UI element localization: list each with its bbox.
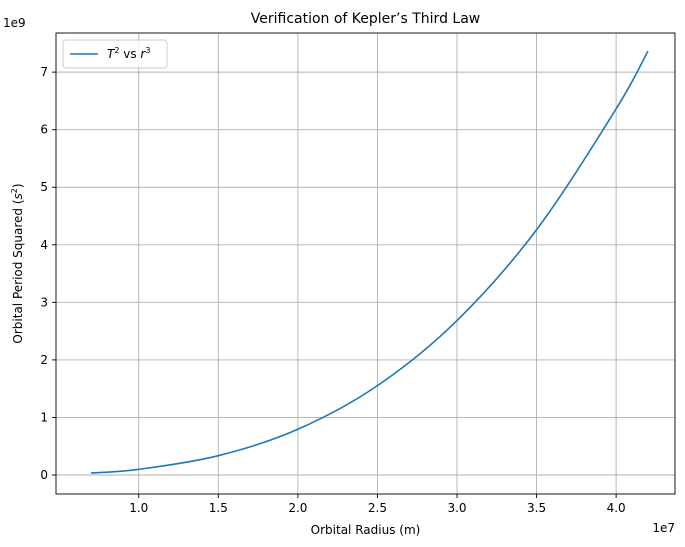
y-tick-label: 4 xyxy=(40,238,48,252)
y-offset-base: 1e xyxy=(3,16,18,30)
y-offset-exp: 9 xyxy=(18,16,26,30)
y-axis-label-text: Orbital Period Squared ( xyxy=(11,199,25,343)
y-axis-label-sup: 2 xyxy=(10,188,19,193)
y-tick-label: 1 xyxy=(40,410,48,424)
legend-label: T2 vs r3 xyxy=(107,46,150,61)
x-ticks: 1.0 1.5 2.0 2.5 3.0 3.5 4.0 xyxy=(129,494,626,515)
x-tick-label: 1.5 xyxy=(209,501,228,515)
legend-sup1: 2 xyxy=(114,46,119,55)
x-offset-label: 1e7 xyxy=(652,521,675,535)
plot-frame xyxy=(55,32,676,495)
y-tick-label: 7 xyxy=(40,65,48,79)
y-offset-label: 1e9 xyxy=(3,16,26,30)
chart-title: Verification of Kepler’s Third Law xyxy=(251,11,480,27)
x-tick-label: 3.0 xyxy=(447,501,466,515)
y-tick-label: 3 xyxy=(40,295,48,309)
x-tick-label: 4.0 xyxy=(607,501,626,515)
x-tick-label: 2.5 xyxy=(368,501,387,515)
y-axis-label-var: s xyxy=(11,193,25,199)
legend-var2: r xyxy=(140,47,146,61)
legend: T2 vs r3 xyxy=(62,39,168,69)
y-tick-label: 0 xyxy=(40,468,48,482)
x-tick-label: 1.0 xyxy=(129,501,148,515)
y-gridlines xyxy=(56,71,675,476)
y-tick-label: 5 xyxy=(40,180,48,194)
y-axis-label: Orbital Period Squared (s2) xyxy=(10,183,25,343)
legend-var1: T xyxy=(107,47,116,61)
x-tick-label: 3.5 xyxy=(527,501,546,515)
y-ticks: 0 1 2 3 4 5 6 7 xyxy=(40,65,56,482)
x-tick-label: 2.0 xyxy=(288,501,307,515)
legend-mid: vs xyxy=(119,47,140,61)
y-axis-label-end: ) xyxy=(11,183,25,188)
y-tick-label: 6 xyxy=(40,123,48,137)
series-line xyxy=(90,50,649,474)
legend-sup2: 3 xyxy=(145,46,150,55)
x-axis-label: Orbital Radius (m) xyxy=(311,523,421,537)
legend-box xyxy=(62,39,168,69)
y-tick-label: 2 xyxy=(40,353,48,367)
